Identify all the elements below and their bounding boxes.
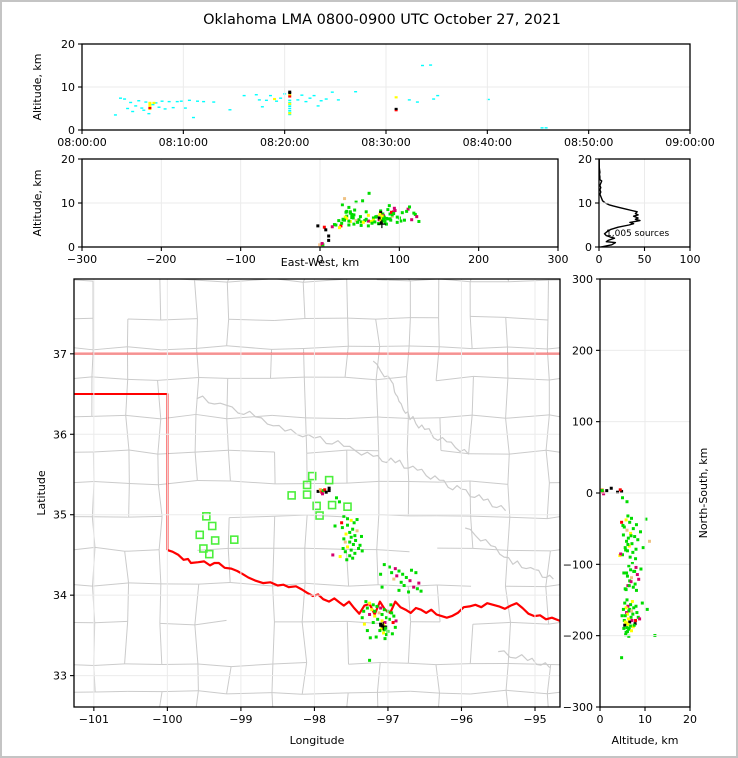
svg-text:300: 300	[572, 273, 593, 286]
svg-text:20: 20	[578, 153, 592, 166]
ns-panel-ylabel: North-South, km	[697, 447, 710, 539]
svg-text:0: 0	[586, 487, 593, 500]
svg-text:−300: −300	[563, 701, 593, 714]
svg-text:0: 0	[597, 713, 604, 726]
svg-text:34: 34	[53, 589, 67, 602]
svg-text:−98: −98	[303, 713, 326, 726]
svg-text:−100: −100	[226, 253, 256, 266]
svg-text:20: 20	[61, 38, 75, 51]
svg-text:200: 200	[468, 253, 489, 266]
svg-text:09:00:00: 09:00:00	[665, 136, 714, 149]
svg-text:20: 20	[683, 713, 697, 726]
svg-text:100: 100	[389, 253, 410, 266]
svg-text:10: 10	[638, 713, 652, 726]
alt-histogram-panel-content	[599, 159, 641, 247]
ew-height-panel-content	[316, 191, 421, 247]
svg-text:−200: −200	[146, 253, 176, 266]
svg-text:08:40:00: 08:40:00	[463, 136, 512, 149]
map-ylabel: Latitude	[35, 470, 48, 516]
svg-text:100: 100	[572, 416, 593, 429]
time-height-panel-content	[113, 64, 548, 129]
svg-text:−97: −97	[376, 713, 399, 726]
svg-text:10: 10	[578, 197, 592, 210]
svg-text:100: 100	[680, 253, 701, 266]
svg-text:−100: −100	[563, 558, 593, 571]
svg-text:0: 0	[317, 253, 324, 266]
svg-text:20: 20	[61, 153, 75, 166]
svg-text:300: 300	[548, 253, 569, 266]
svg-text:−101: −101	[79, 713, 109, 726]
svg-text:−100: −100	[152, 713, 182, 726]
svg-text:36: 36	[53, 428, 67, 441]
svg-text:08:20:00: 08:20:00	[260, 136, 309, 149]
ns-panel-xlabel: Altitude, km	[611, 734, 679, 747]
svg-text:35: 35	[53, 509, 67, 522]
ns-height-panel-content	[600, 486, 657, 660]
svg-text:0: 0	[68, 124, 75, 137]
time-panel-ylabel: Altitude, km	[31, 53, 44, 121]
figure-title: Oklahoma LMA 0800-0900 UTC October 27, 2…	[203, 12, 561, 28]
map-xlabel: Longitude	[289, 734, 345, 747]
ew-panel-xlabel: East-West, km	[280, 256, 360, 269]
svg-text:50: 50	[638, 253, 652, 266]
svg-text:33: 33	[53, 670, 67, 683]
svg-text:−95: −95	[523, 713, 546, 726]
svg-text:−200: −200	[563, 630, 593, 643]
svg-text:37: 37	[53, 348, 67, 361]
svg-text:08:00:00: 08:00:00	[57, 136, 106, 149]
svg-text:−300: −300	[67, 253, 97, 266]
histogram-annotation: 1,005 sources	[606, 229, 670, 239]
svg-text:10: 10	[61, 81, 75, 94]
svg-text:0: 0	[68, 241, 75, 254]
svg-text:−99: −99	[229, 713, 252, 726]
svg-text:08:30:00: 08:30:00	[361, 136, 410, 149]
svg-text:10: 10	[61, 197, 75, 210]
svg-text:200: 200	[572, 344, 593, 357]
svg-text:0: 0	[585, 241, 592, 254]
svg-text:−96: −96	[450, 713, 473, 726]
svg-text:08:50:00: 08:50:00	[564, 136, 613, 149]
svg-text:0: 0	[596, 253, 603, 266]
svg-text:08:10:00: 08:10:00	[159, 136, 208, 149]
ew-panel-ylabel: Altitude, km	[31, 169, 44, 237]
